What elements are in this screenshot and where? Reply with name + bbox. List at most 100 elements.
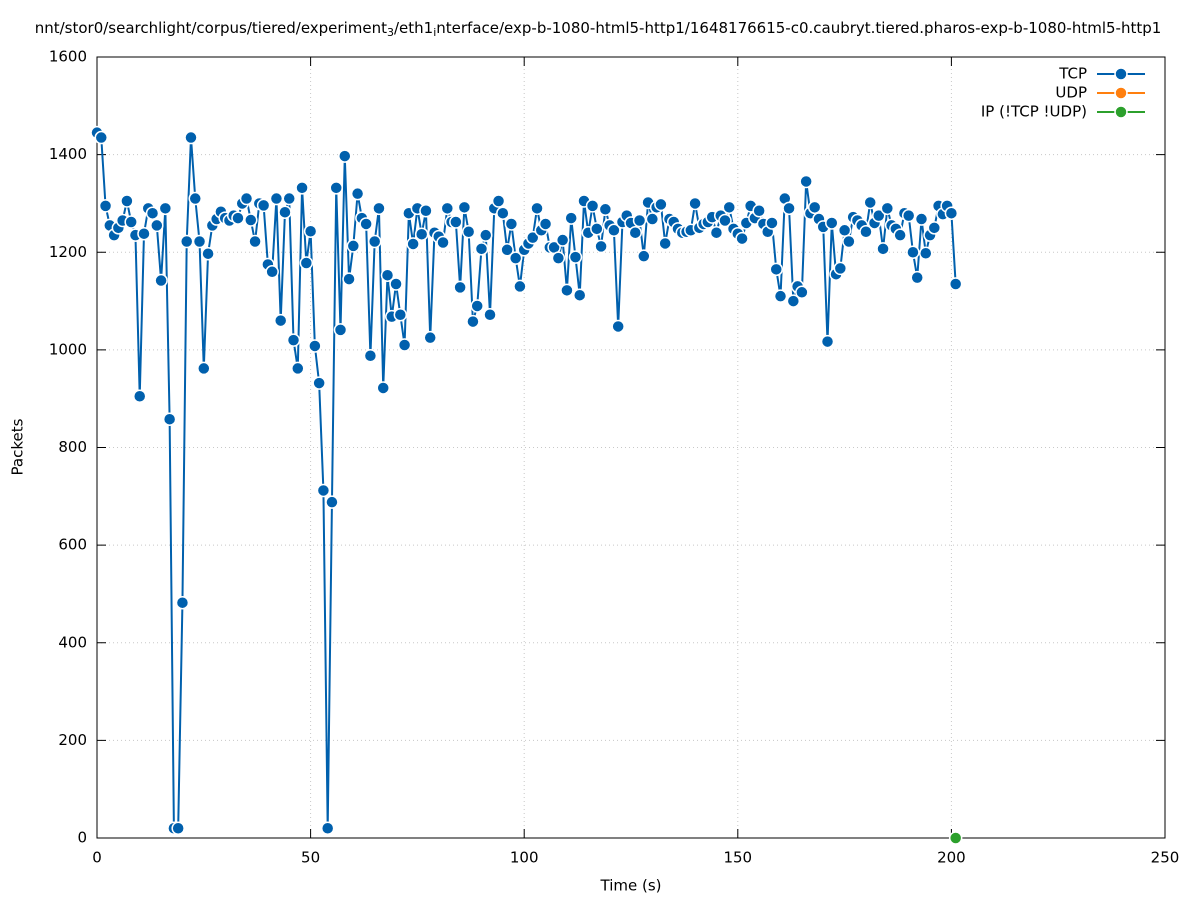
data-point — [807, 200, 822, 215]
data-point — [628, 225, 643, 240]
data-point — [393, 307, 408, 322]
data-point — [120, 194, 134, 208]
data-point — [863, 195, 877, 210]
data-point — [948, 277, 963, 291]
data-point — [372, 201, 386, 216]
data-point — [367, 234, 382, 249]
data-point — [124, 215, 138, 229]
data-point — [184, 130, 198, 145]
data-point — [914, 212, 929, 226]
data-point — [406, 237, 420, 251]
x-tick-label: 200 — [937, 849, 966, 867]
data-point — [162, 412, 177, 426]
data-point — [837, 223, 852, 238]
data-point — [880, 201, 895, 216]
data-point — [256, 198, 271, 213]
data-point — [201, 246, 215, 261]
data-point — [453, 280, 467, 295]
data-point — [376, 381, 390, 395]
y-tick-label: 200 — [58, 731, 87, 749]
title-sub: 3 — [387, 26, 394, 39]
data-point — [414, 227, 429, 241]
x-tick-label: 0 — [92, 849, 102, 867]
x-tick-label: 50 — [301, 849, 320, 867]
data-point — [461, 224, 476, 239]
legend-marker — [1114, 105, 1128, 119]
data-point — [735, 231, 749, 246]
data-point — [179, 234, 194, 249]
x-axis-label: Time (s) — [600, 877, 662, 895]
title-part: nnt/stor0/searchlight/corpus/tiered/expe… — [35, 19, 387, 37]
data-point — [175, 595, 190, 610]
data-point — [906, 245, 920, 259]
data-point — [440, 201, 455, 216]
data-point — [769, 262, 783, 277]
data-point — [132, 389, 147, 403]
data-point — [833, 261, 848, 276]
data-point — [825, 216, 839, 230]
data-point — [893, 228, 907, 242]
data-point — [248, 234, 262, 249]
data-point — [94, 130, 109, 145]
data-point — [239, 191, 254, 206]
data-point — [423, 330, 437, 345]
y-tick-label: 400 — [58, 633, 87, 651]
data-point — [773, 289, 788, 303]
data-point — [551, 251, 566, 265]
y-axis-label: Packets — [9, 418, 27, 475]
data-point — [688, 196, 702, 211]
data-point — [154, 273, 168, 288]
data-point — [508, 251, 523, 265]
data-point — [607, 223, 621, 238]
data-point — [564, 211, 578, 225]
data-point — [500, 243, 514, 257]
data-point — [299, 256, 314, 270]
data-point — [363, 348, 378, 363]
data-point — [316, 483, 331, 498]
data-point — [419, 204, 433, 218]
data-point — [637, 249, 651, 263]
chart-title: nnt/stor0/searchlight/corpus/tiered/expe… — [35, 19, 1162, 40]
data-point — [799, 174, 813, 189]
data-point — [944, 206, 959, 220]
data-point — [397, 338, 412, 352]
data-point — [449, 215, 463, 229]
data-point — [786, 294, 801, 308]
x-tick-label: 250 — [1151, 849, 1180, 867]
data-point — [380, 268, 395, 282]
data-point — [197, 361, 211, 376]
data-point — [278, 205, 292, 219]
data-point — [910, 270, 924, 285]
legend-label: UDP — [1055, 84, 1087, 102]
data-point — [782, 201, 796, 216]
data-point — [572, 288, 587, 302]
data-point — [568, 250, 583, 264]
data-point — [244, 213, 258, 227]
data-point — [389, 277, 403, 291]
data-point — [632, 213, 647, 228]
data-point — [346, 239, 361, 253]
data-point — [273, 313, 288, 328]
data-point — [901, 208, 916, 223]
data-point — [585, 199, 600, 213]
data-point — [496, 206, 510, 220]
data-point — [325, 495, 339, 509]
data-point — [171, 821, 185, 835]
data-point — [303, 224, 318, 239]
data-point — [359, 217, 373, 231]
data-point — [654, 197, 668, 212]
data-point — [948, 831, 963, 845]
data-point — [282, 191, 296, 206]
y-tick-label: 1600 — [49, 48, 87, 66]
data-point — [513, 279, 527, 294]
title-part: /eth1 — [394, 19, 433, 37]
data-point — [876, 242, 890, 256]
data-point — [470, 299, 484, 313]
data-point — [752, 204, 766, 218]
data-point — [295, 181, 309, 195]
legend-label: IP (!TCP !UDP) — [981, 103, 1087, 121]
data-point — [842, 234, 856, 249]
data-point — [192, 234, 207, 249]
